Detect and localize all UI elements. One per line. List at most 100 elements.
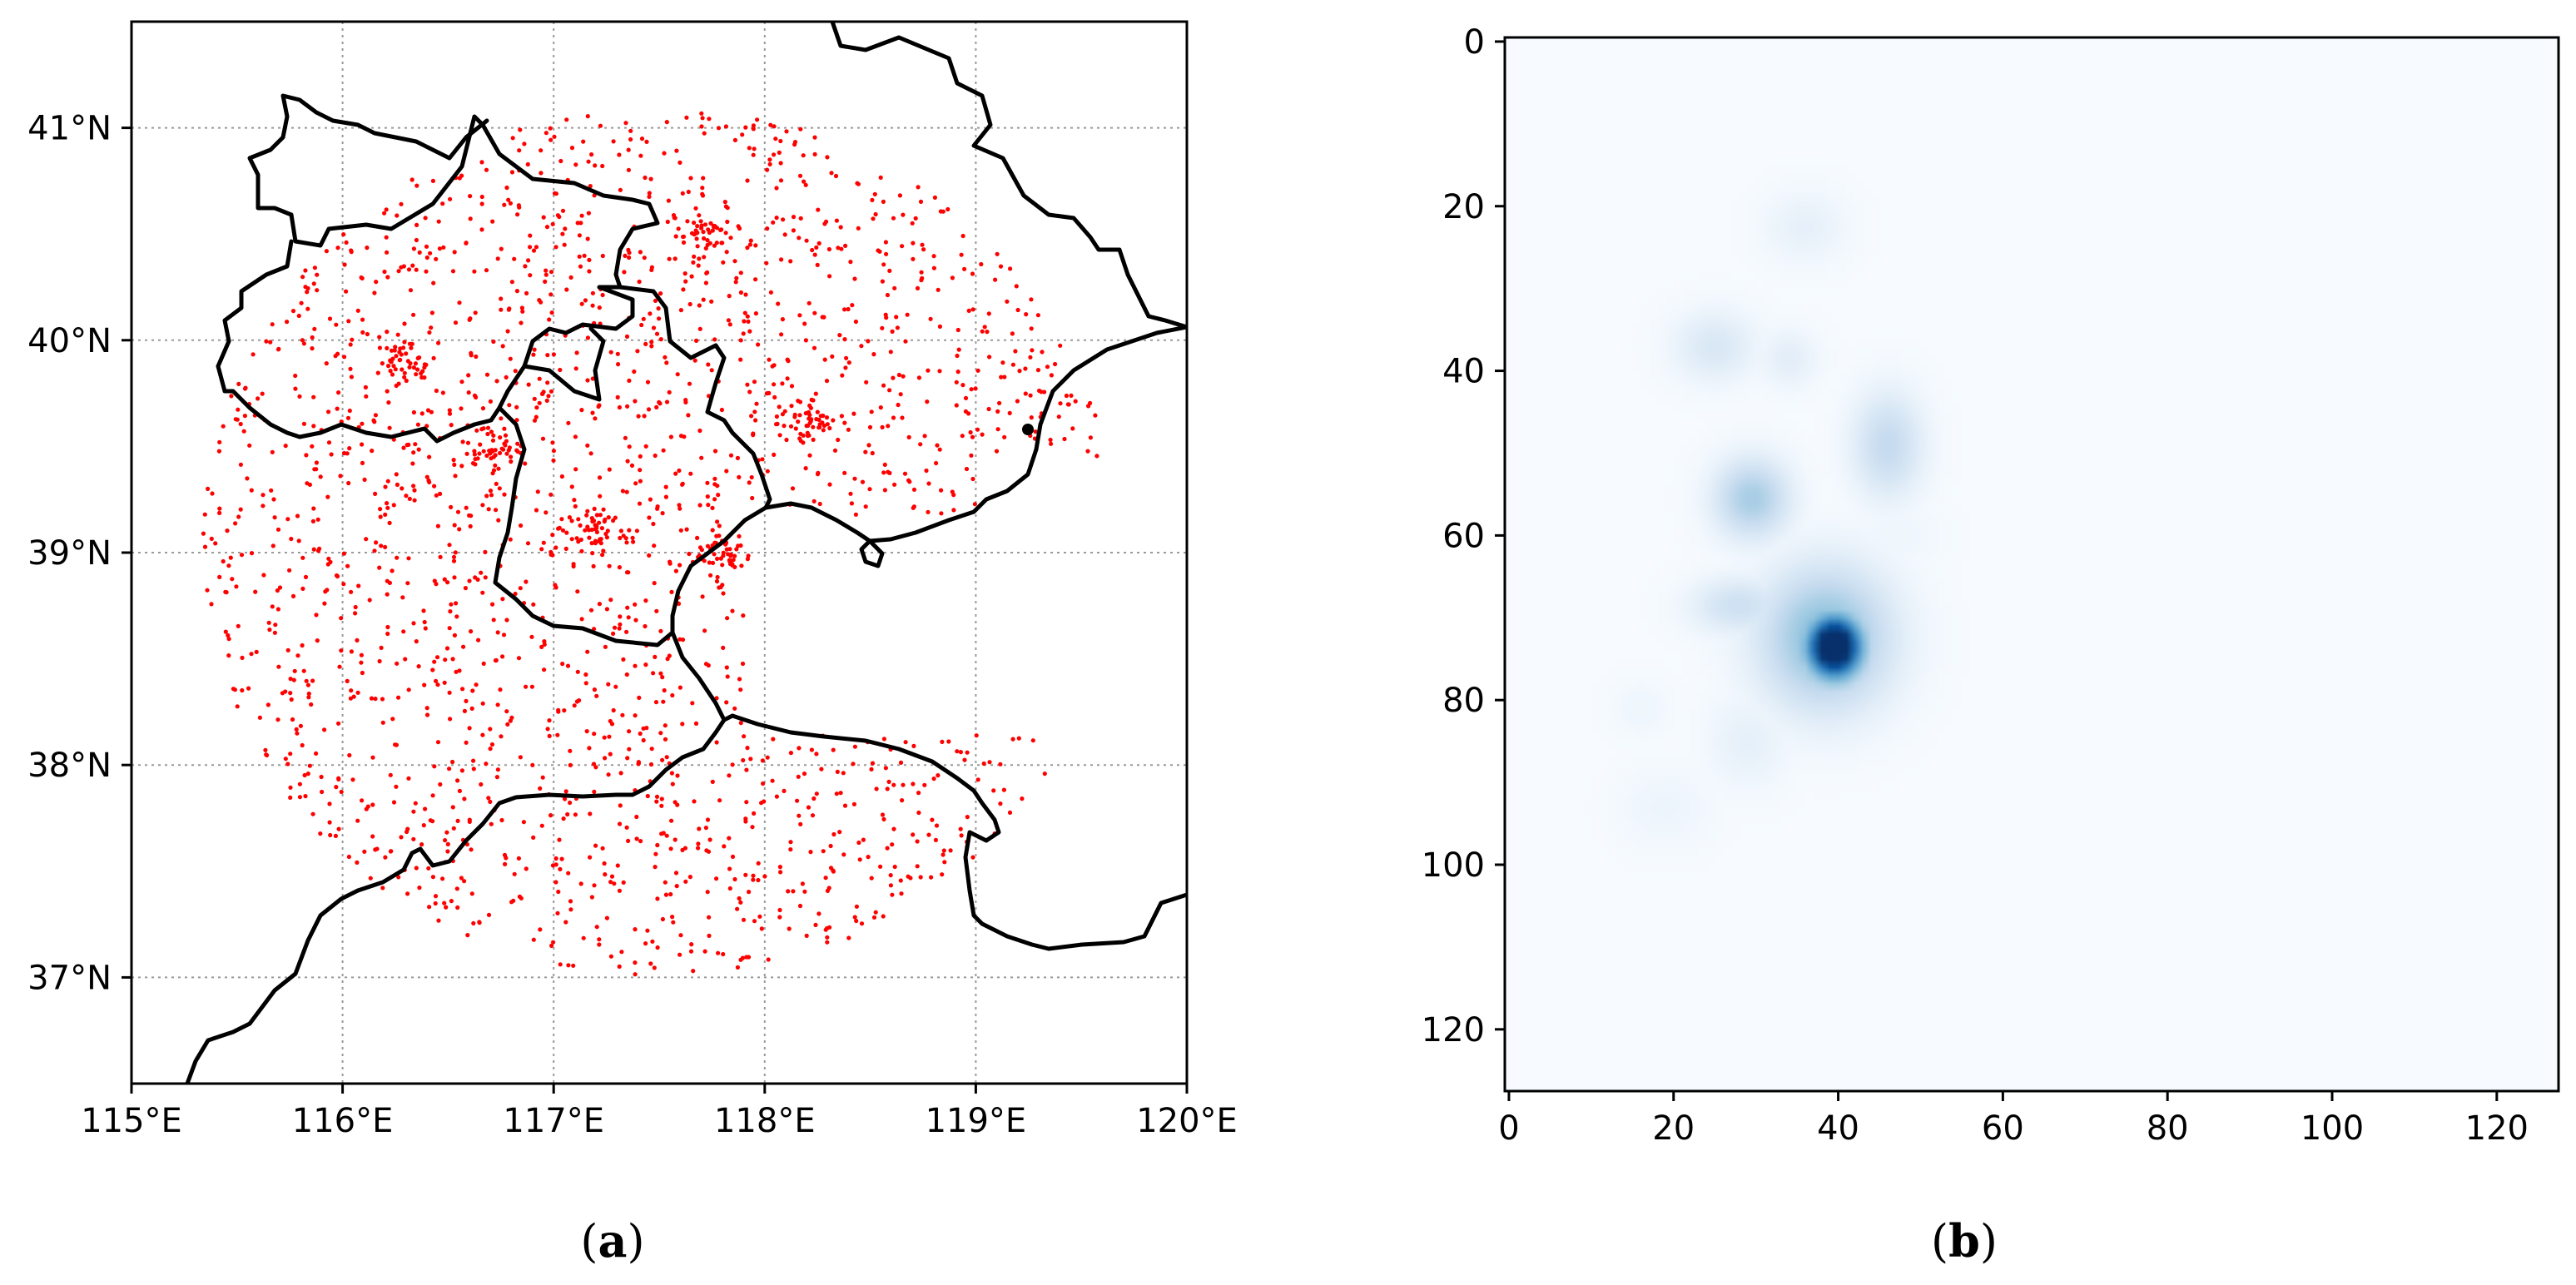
station-dot: [740, 661, 746, 667]
station-dot: [325, 588, 330, 593]
station-dot: [811, 424, 816, 429]
station-dot: [846, 306, 851, 312]
station-dot: [532, 396, 537, 401]
station-dot: [534, 405, 539, 410]
station-dot: [385, 345, 390, 350]
station-dot: [476, 638, 481, 642]
station-dot: [411, 246, 416, 251]
station-dot: [965, 750, 970, 755]
station-dot: [607, 734, 612, 739]
station-dot: [391, 503, 396, 508]
map-x-ticks: 115°E 116°E 117°E 118°E 119°E 120°E: [81, 1084, 1238, 1140]
station-dot: [626, 147, 631, 152]
station-dot: [565, 811, 570, 817]
station-dot: [562, 242, 567, 247]
boundary-coast-e: [670, 325, 1187, 618]
station-dot: [1028, 355, 1033, 360]
station-dot: [459, 464, 464, 469]
station-dot: [450, 657, 455, 662]
station-dot: [301, 421, 306, 426]
station-dot: [641, 737, 646, 743]
station-dot: [900, 415, 905, 420]
station-dot: [587, 269, 592, 274]
station-dot: [727, 322, 732, 327]
station-dot: [691, 260, 696, 265]
station-dot: [732, 137, 738, 142]
station-dot: [378, 507, 383, 512]
station-dot: [604, 915, 610, 920]
station-dot: [364, 394, 369, 399]
station-dot: [380, 720, 385, 725]
station-dot: [559, 517, 564, 522]
station-dot: [772, 382, 777, 387]
station-dot: [242, 386, 248, 391]
station-dot: [378, 514, 383, 519]
station-dot: [395, 661, 400, 666]
station-dot: [627, 729, 632, 734]
station-dot: [654, 608, 659, 613]
station-dot: [539, 148, 543, 153]
station-dot: [588, 855, 593, 860]
station-dot: [414, 267, 419, 272]
station-dot: [1010, 737, 1015, 742]
boundary-tianjin-west: [493, 405, 675, 647]
station-dot: [394, 354, 399, 359]
station-dot: [504, 185, 509, 191]
station-dot: [955, 353, 960, 359]
station-dot: [594, 529, 600, 535]
station-dot: [687, 381, 692, 386]
station-dot: [511, 898, 516, 903]
station-dot: [569, 146, 575, 151]
station-dot: [251, 352, 256, 357]
station-dot: [905, 312, 910, 317]
station-dot: [566, 963, 571, 968]
station-dot: [838, 225, 843, 230]
station-dot: [605, 528, 610, 533]
station-dot: [732, 553, 737, 558]
station-dot: [878, 405, 883, 410]
station-dot: [499, 734, 504, 739]
station-dot: [697, 545, 703, 550]
station-dot: [743, 872, 748, 877]
station-dot: [240, 687, 245, 693]
station-dot: [537, 376, 542, 381]
station-dot: [469, 891, 474, 896]
station-dot: [583, 298, 588, 303]
station-dot: [887, 268, 892, 273]
station-dot: [642, 256, 647, 260]
station-dot: [959, 252, 964, 257]
station-dot: [696, 263, 701, 268]
station-dot: [627, 747, 632, 752]
station-dot: [360, 442, 365, 447]
heatmap-x-tick-label: 80: [2147, 1109, 2189, 1148]
station-dot: [507, 306, 512, 311]
station-dot: [811, 398, 816, 403]
station-dot: [649, 340, 654, 345]
station-dot: [637, 279, 642, 285]
station-dot: [797, 746, 802, 751]
station-dot: [682, 434, 687, 439]
station-dot: [479, 570, 484, 575]
station-dot: [509, 170, 515, 175]
station-dot: [573, 812, 578, 817]
station-dot: [315, 638, 320, 643]
station-dot: [620, 712, 625, 717]
station-dot: [752, 919, 757, 924]
station-dot: [276, 346, 281, 351]
station-dot: [659, 796, 664, 801]
station-dot: [608, 350, 613, 355]
station-dot: [479, 201, 484, 206]
station-dot: [922, 782, 927, 787]
station-dot: [1007, 410, 1012, 415]
station-dot: [247, 443, 252, 448]
station-dot: [315, 517, 320, 522]
station-dot: [746, 319, 751, 324]
station-dot: [802, 771, 807, 776]
station-dot: [897, 193, 902, 198]
station-dot: [789, 384, 795, 389]
station-dot: [447, 690, 452, 695]
station-dot: [424, 706, 429, 711]
station-dot: [962, 266, 967, 271]
station-dot: [970, 307, 975, 312]
station-dot: [360, 670, 365, 676]
